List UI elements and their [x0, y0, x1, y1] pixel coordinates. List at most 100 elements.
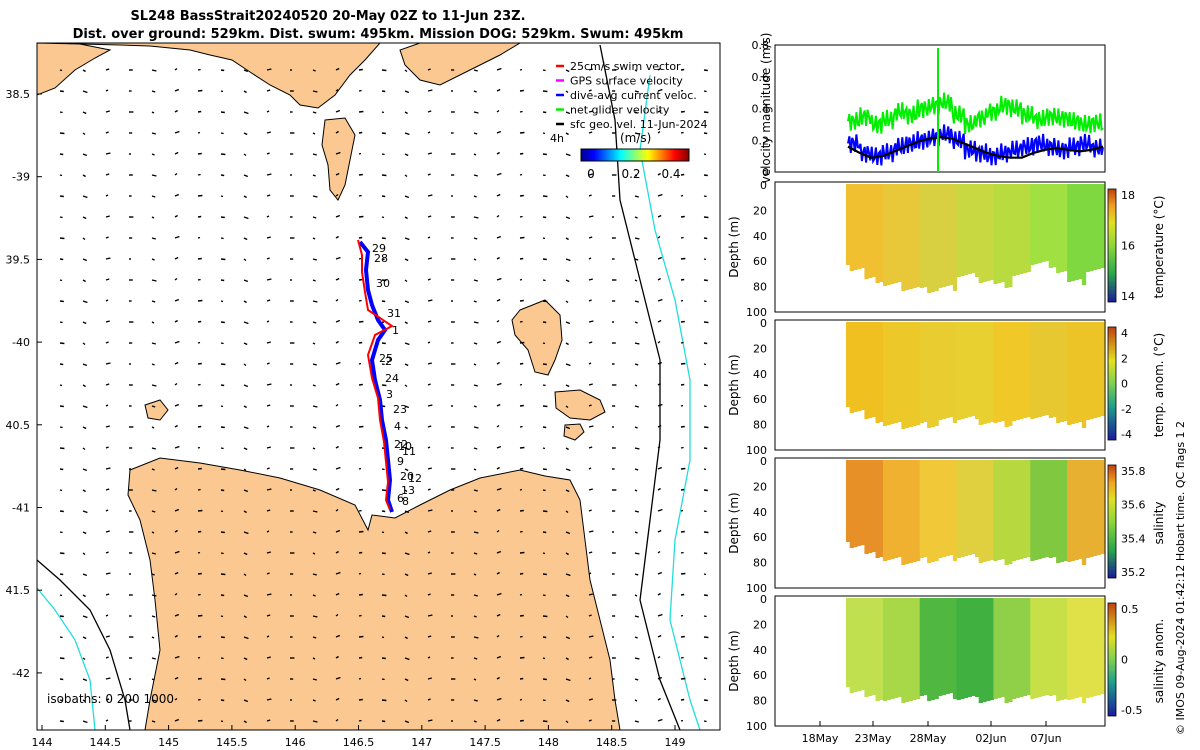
salinity-section-column	[1000, 460, 1006, 559]
velocity-arrow	[197, 89, 203, 92]
velocity-arrow	[381, 258, 385, 261]
temperature-section-column	[1059, 184, 1065, 272]
velocity-arrow	[197, 635, 202, 638]
velocity-arrow	[703, 300, 707, 303]
velocity-arrow	[358, 677, 362, 680]
velocity-arrow	[243, 426, 249, 430]
temperature-section-column	[897, 184, 902, 282]
velocity-arrow	[657, 130, 661, 134]
velocity-arrow	[473, 573, 477, 576]
velocity-arrow	[427, 194, 433, 197]
temperature-section-column	[1000, 184, 1006, 282]
velocity-arrow	[82, 69, 86, 73]
temp_anom-ytick-label: 40	[753, 368, 767, 381]
temp_anom-section-column	[1019, 322, 1024, 419]
velocity-arrow	[657, 340, 661, 344]
velocity-arrow	[565, 720, 569, 724]
velocity-arrow	[680, 677, 686, 680]
temperature-section-column	[886, 184, 891, 285]
velocity-arrow	[588, 68, 593, 71]
velocity-arrow	[381, 720, 386, 723]
velocity-arrow	[680, 320, 685, 323]
temperature-section-column	[938, 184, 943, 288]
velocity-arrow	[335, 424, 341, 428]
land-tasmania	[127, 457, 621, 730]
velocity-arrow	[703, 615, 707, 618]
velocity-arrow	[473, 216, 479, 219]
legend-scale-label: 4h	[550, 132, 564, 145]
velocity-arrow	[197, 404, 203, 407]
velocity-arrow	[657, 487, 661, 491]
velocity-arrow	[358, 656, 363, 659]
velocity-arrow	[151, 279, 157, 282]
velocity-arrow	[381, 468, 385, 471]
sal_anom-section-column	[1041, 598, 1046, 696]
temperature-section-column	[1067, 184, 1072, 282]
sal_anom-section-column	[908, 598, 913, 701]
velocity-arrow	[381, 699, 387, 702]
velocity-arrow	[404, 468, 409, 472]
velocity-arrow	[473, 111, 479, 114]
velocity-arrow	[404, 174, 408, 178]
sal_anom-section-column	[849, 598, 854, 693]
velocity-arrow	[519, 614, 524, 617]
velocity-arrow	[335, 655, 339, 659]
velocity-arrow	[427, 299, 433, 302]
velocity-arrow	[220, 216, 225, 219]
sal_anom-section-column	[890, 598, 895, 699]
title-line1: SL248 BassStrait20240520 20-May 02Z to 1…	[130, 9, 525, 24]
sal_anom-section-column	[975, 598, 980, 697]
velocity-arrow	[174, 466, 179, 470]
velocity-arrow	[519, 215, 523, 218]
temp_anom-section-column	[864, 322, 869, 419]
colorbar-tick-label: 0.4	[661, 167, 680, 181]
temperature-section-column	[1034, 184, 1039, 264]
velocity-arrow	[312, 636, 317, 639]
velocity-ytick-label: 0.2	[752, 134, 770, 147]
lat-tick-label: -40	[12, 336, 30, 349]
velocity-arrow	[588, 698, 593, 701]
time-xtick-label: 28May	[910, 732, 947, 745]
velocity-arrow	[634, 342, 640, 345]
velocity-arrow	[59, 594, 63, 597]
temp_anom-section-column	[908, 322, 913, 427]
velocity-arrow	[266, 530, 270, 533]
velocity-arrow	[266, 551, 271, 554]
temperature-section-column	[1041, 184, 1046, 262]
salinity-cbar-tick: 35.6	[1121, 499, 1146, 512]
velocity-arrow	[197, 698, 201, 701]
temp_anom-section-column	[901, 322, 906, 429]
legend-label: net glider velocity	[570, 104, 670, 117]
temperature-section-column	[908, 184, 913, 289]
velocity-arrow	[312, 90, 318, 93]
velocity-arrow	[59, 552, 65, 555]
velocity-arrow	[519, 677, 524, 680]
velocity-arrow	[565, 153, 571, 157]
velocity-arrow	[197, 341, 201, 344]
temp_anom-section-column	[916, 322, 921, 425]
temp_anom-section-column	[1059, 322, 1065, 422]
velocity-arrow	[496, 151, 500, 155]
velocity-arrow	[473, 174, 478, 177]
velocity-arrow	[312, 111, 317, 114]
surface-velocity-field	[59, 67, 709, 724]
sal_anom-section-column	[930, 598, 936, 700]
sal_anom-section-column	[1034, 598, 1039, 698]
velocity-arrow	[197, 194, 203, 197]
velocity-arrow	[82, 405, 88, 409]
sal_anom-section-column	[997, 598, 1002, 698]
velocity-arrow	[703, 636, 709, 639]
velocity-arrow	[519, 509, 524, 512]
velocity-arrow	[381, 342, 386, 345]
velocity-arrow	[588, 110, 594, 113]
temp_anom-ytick-label: 20	[753, 342, 767, 355]
temp_anom-section-column	[890, 322, 895, 424]
sal_anom-cbar-tick: -0.5	[1121, 704, 1142, 717]
sal_anom-section-column	[1019, 598, 1024, 697]
velocity-arrow	[151, 237, 156, 240]
velocity-arrow	[381, 321, 385, 324]
velocity-arrow	[634, 636, 638, 639]
velocity-arrow	[174, 340, 180, 344]
velocity-arrow	[151, 510, 156, 513]
velocity-arrow	[312, 153, 317, 156]
